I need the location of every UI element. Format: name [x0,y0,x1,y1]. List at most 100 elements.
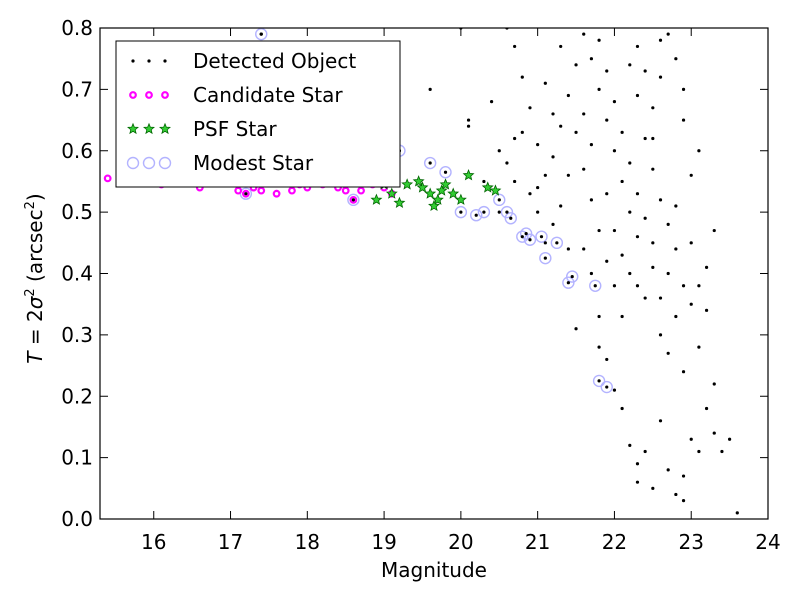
detected-object-point [589,143,594,147]
x-axis-label: Magnitude [381,558,487,582]
psf-star-point [481,181,494,193]
x-tick-label: 17 [218,530,243,554]
detected-object-point [605,118,609,122]
detected-object-point [536,185,540,190]
detected-object-point [697,345,701,349]
y-axis-label-sigma: σ [23,295,47,309]
detected-object-point [528,192,532,196]
detected-object-point [651,486,655,490]
legend-label-modest-star: Modest Star [193,151,314,175]
detected-object-point [643,296,647,300]
detected-object-point [643,69,647,73]
detected-object-point [651,265,655,269]
detected-object-point [543,81,547,85]
detected-object-point [658,333,663,337]
psf-star-point [385,187,398,199]
y-tick-label: 0.1 [61,446,93,470]
modest-star-point [347,193,360,207]
y-axis-label-unit-open: (arcsec [23,209,47,288]
detected-object-point [605,259,609,263]
modest-star-point [516,230,529,243]
psf-star-point [447,187,460,199]
psf-star-point [424,187,437,199]
modest-star-point [454,205,468,219]
detected-object-point [543,241,547,245]
detected-object-point [643,216,647,220]
modest-star-center [555,241,559,245]
detected-object-point [658,75,663,79]
detected-object-point [681,284,686,288]
detected-object-point [643,449,647,454]
detected-object-point [597,314,601,319]
modest-star-center [443,170,448,174]
detected-object-point [589,271,594,276]
detected-object-point [681,118,686,122]
legend-marker-modest-star [126,156,140,170]
modest-star-point [600,380,613,394]
detected-object-point [651,106,655,110]
detected-object-point [559,204,563,208]
modest-star-point [566,270,579,283]
modest-star-center [520,235,524,239]
detected-object-point [605,357,609,362]
modest-star-point [470,208,483,222]
detected-object-point [689,241,693,245]
detected-object-point [658,198,663,202]
detected-object-point [651,167,655,171]
modest-star-point [477,205,491,219]
detected-object-point [681,474,686,478]
modest-star-center [505,210,509,214]
detected-object-point [635,235,640,239]
detected-object-point [674,247,678,251]
modest-star-point [592,374,606,388]
detected-object-point [582,167,586,171]
detected-object-point [597,345,601,349]
detected-object-point [497,149,501,153]
detected-object-point [559,44,563,49]
y-axis-label-unit-close: ) [23,193,47,201]
detected-object-point [635,44,640,49]
modest-star-point [519,227,533,240]
y-axis-label-eq: = 2 [23,309,47,351]
legend-marker-modest-star [158,156,172,170]
x-tick-label: 23 [678,530,703,554]
psf-star-point [431,193,444,205]
legend-label-candidate-star: Candidate Star [193,83,343,107]
modest-star-center [605,385,609,389]
y-tick-label: 0.7 [61,77,93,101]
detected-object-point [720,449,724,454]
modest-star-point [589,279,602,292]
detected-object-point [582,247,586,251]
detected-object-point [651,136,655,141]
detected-object-point [635,192,640,196]
detected-object-point [597,87,601,91]
axes: 16 17 18 19 20 21 22 23 24 0.0 0.1 0.2 0.3 0.4 0.5 0.6 0… [61,16,781,554]
psf-star-point [462,169,475,181]
detected-object-point [574,130,578,134]
modest-star-point [439,166,452,179]
detected-object-point [704,308,709,312]
detected-object-point [635,93,640,98]
x-tick-label: 18 [295,530,320,554]
detected-object-point [681,87,686,91]
detected-object-point [658,296,663,300]
modest-star-center [497,198,501,202]
x-tick-label: 19 [371,530,396,554]
detected-object-point [666,351,670,355]
x-tick-label: 24 [755,530,780,554]
detected-object-point [697,284,701,288]
detected-object-point [582,112,586,116]
detected-object-point [513,136,517,141]
detected-object-point [697,149,701,153]
modest-star-point [423,156,437,170]
detected-object-point [620,314,624,319]
modest-star-center [597,379,601,383]
detected-object-point [620,253,624,257]
detected-object-point [620,179,624,184]
y-axis-label-unit-exp: 2 [23,201,38,209]
detected-object-point [566,247,570,251]
modest-star-center [509,216,513,220]
legend-marker-candidate-star [129,91,137,99]
detected-object-point [728,437,732,441]
